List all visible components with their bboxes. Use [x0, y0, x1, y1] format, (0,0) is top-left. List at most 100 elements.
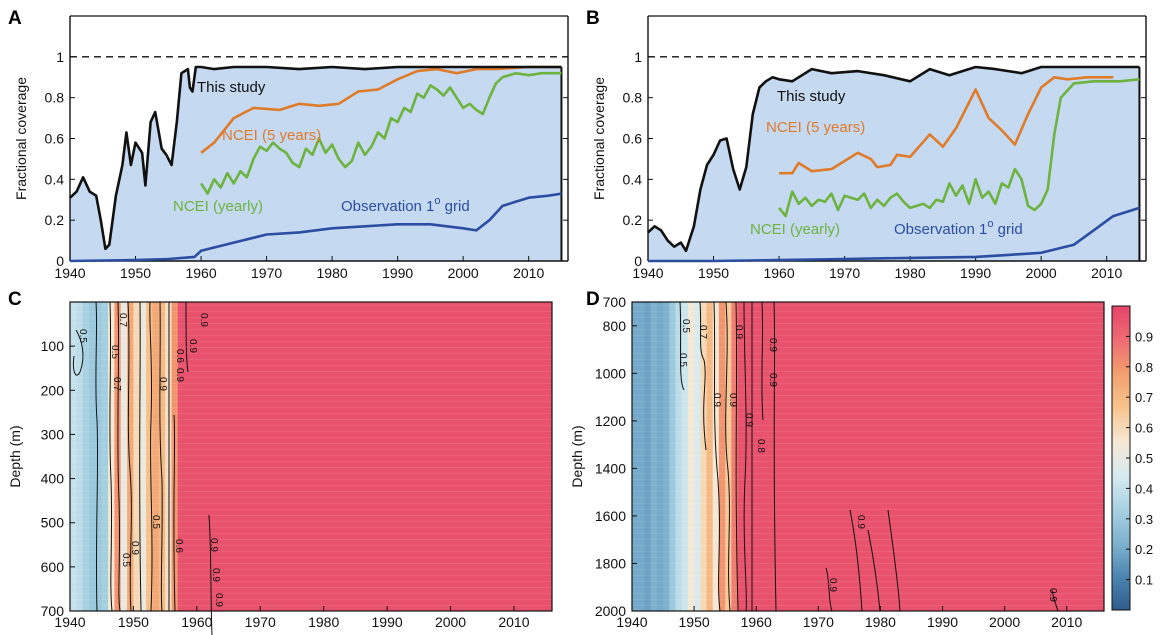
- contour-line: [773, 301, 777, 612]
- contour-line: [159, 301, 163, 612]
- x-tick-label: 1950: [120, 265, 151, 281]
- coverage-area: [70, 67, 562, 262]
- series-label: Observation 1o grid: [894, 218, 1023, 238]
- x-tick-label: 1940: [54, 614, 85, 630]
- y-tick-label: 0.2: [623, 212, 643, 228]
- colorbar-tick-label: 0.5: [1135, 451, 1153, 466]
- contour-label: 0.5: [77, 329, 88, 343]
- colorbar-tick-label: 0.7: [1135, 390, 1153, 405]
- contour-label: 0.7: [111, 377, 122, 391]
- x-tick-label: 1980: [895, 265, 926, 281]
- coverage-area: [648, 67, 1140, 262]
- x-tick-label: 1950: [118, 614, 149, 630]
- y-tick-label: 0.4: [45, 171, 65, 187]
- contour-label: 0.9: [129, 541, 140, 555]
- series-line-this-study: [647, 65, 1140, 253]
- contour-line: [825, 567, 833, 612]
- contour-line: [713, 301, 721, 612]
- series-label: NCEI (yearly): [173, 198, 263, 215]
- y-axis-label: Depth (m): [569, 425, 585, 487]
- x-tick-label: 1940: [632, 265, 663, 281]
- y-tick-label: 0.8: [45, 90, 65, 106]
- x-tick-label: 2000: [1026, 265, 1057, 281]
- series-label: NCEI (yearly): [750, 221, 840, 238]
- series-label: Observation 1o grid: [341, 195, 470, 215]
- contour-line: [173, 414, 176, 612]
- x-tick-label: 1970: [829, 265, 860, 281]
- series-line-observation-1o-grid: [648, 206, 1140, 263]
- x-tick-label: 2010: [513, 265, 544, 281]
- panel-letter-a: A: [8, 8, 22, 29]
- contour-label: 0.5: [680, 319, 691, 333]
- y-tick-label: 0.4: [623, 171, 643, 187]
- x-tick-label: 1960: [741, 614, 772, 630]
- contour-line: [139, 301, 142, 612]
- colorbar-tick-label: 0.1: [1135, 573, 1153, 588]
- x-tick-label: 1980: [308, 614, 339, 630]
- contour-label: 0.7: [117, 313, 128, 327]
- contour-line: [73, 329, 84, 376]
- contour-label: 0.9: [767, 373, 778, 387]
- heatmap-texture: [632, 302, 1104, 611]
- contour-line: [679, 301, 685, 391]
- contour-label: 0.6: [174, 349, 185, 363]
- contour-label: 0.5: [109, 345, 120, 359]
- contour-label: 0.5: [120, 553, 131, 567]
- y-tick-label: 0: [56, 253, 64, 269]
- y-tick-label: 0.2: [45, 212, 65, 228]
- x-tick-label: 1940: [616, 614, 647, 630]
- x-tick-label: 1950: [679, 614, 710, 630]
- contour-line: [725, 301, 731, 612]
- y-tick-label: 600: [41, 559, 65, 575]
- x-tick-label: 1990: [960, 265, 991, 281]
- panel-c: 0.50.7 0.90.50.70.60.90.50.90.90.90.50.6 0…: [7, 301, 553, 635]
- y-axis-label: Fractional coverage: [591, 77, 607, 200]
- contour-label: 0.9: [1047, 588, 1058, 602]
- contour-label: 0.9: [208, 538, 219, 552]
- series-line-ncei-yearly-: [778, 78, 1140, 218]
- contour-label: 0.9: [210, 568, 221, 582]
- y-tick-label: 0.8: [623, 90, 643, 106]
- y-tick-label: 1400: [595, 460, 626, 476]
- contour-line: [887, 509, 901, 612]
- panel-letter-c: C: [8, 289, 22, 310]
- series-line-ncei-5-years-: [200, 65, 562, 154]
- y-tick-label: 700: [41, 603, 65, 619]
- x-tick-label: 1990: [927, 614, 958, 630]
- contour-line: [699, 301, 707, 451]
- x-tick-label: 2010: [1091, 265, 1122, 281]
- colorbar: 0.1 0.2 0.3 0.4 0.5 0.6 0.7 0.8 0.9: [1111, 305, 1153, 611]
- contour-label: 0.9: [213, 593, 224, 607]
- panel-d: 0.5 0.7 0.5 0.9 0.9 0.9 0.8 0.9 0.9 0.9 0.9 0.9 0.9 1…: [569, 294, 1105, 630]
- contour-line: [735, 301, 739, 612]
- contour-line: [849, 509, 863, 612]
- series-line-this-study: [69, 65, 562, 251]
- contour-label: 0.5: [150, 515, 161, 529]
- y-tick-label: 800: [603, 318, 627, 334]
- x-tick-label: 1990: [382, 265, 413, 281]
- y-tick-label: 200: [41, 382, 65, 398]
- contour-label: 0.9: [733, 325, 744, 339]
- x-tick-label: 1990: [372, 614, 403, 630]
- contour-line: [761, 301, 764, 421]
- y-tick-label: 0.6: [623, 131, 643, 147]
- contour-label: 0.9: [157, 377, 168, 391]
- y-tick-label: 2000: [595, 603, 626, 619]
- contour-line: [95, 301, 99, 612]
- y-tick-label: 0.6: [45, 131, 65, 147]
- y-tick-label: 1600: [595, 508, 626, 524]
- series-line-observation-1o-grid: [69, 192, 562, 263]
- series-line-ncei-5-years-: [779, 76, 1114, 175]
- y-tick-label: 400: [41, 471, 65, 487]
- x-tick-label: 1960: [181, 614, 212, 630]
- contour-label: 0.9: [855, 515, 866, 529]
- plot-frame: [69, 301, 553, 612]
- y-tick-label: 1800: [595, 555, 626, 571]
- contour-line: [127, 301, 132, 612]
- contour-line: [109, 301, 113, 612]
- panel-a: 0 0.2 0.4 0.6 0.8 1 1940 1950 1960 1970 1980 1990 20…: [13, 15, 569, 281]
- x-tick-label: 2000: [448, 265, 479, 281]
- x-tick-label: 2000: [989, 614, 1020, 630]
- series-label: This study: [777, 88, 846, 105]
- contour-line: [208, 514, 213, 635]
